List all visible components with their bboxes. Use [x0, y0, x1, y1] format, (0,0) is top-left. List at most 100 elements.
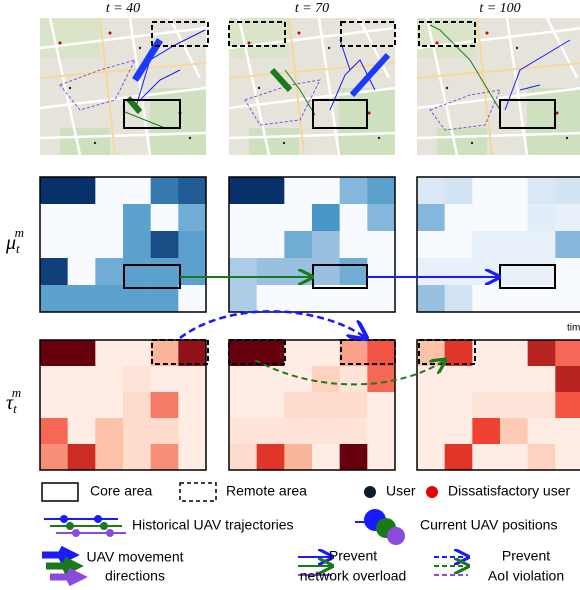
- heat-cell: [528, 366, 556, 392]
- heat-cell: [40, 258, 68, 285]
- row-label: μtm: [5, 225, 24, 256]
- panel-title: t = 70: [295, 1, 329, 16]
- heat-cell: [151, 366, 179, 392]
- heat-cell: [472, 258, 500, 285]
- heat-cell: [284, 418, 312, 444]
- heat-cell: [68, 444, 96, 470]
- heat-cell: [445, 444, 473, 470]
- heat-cell: [284, 392, 312, 418]
- heat-cell: [472, 392, 500, 418]
- heat-cell: [340, 444, 368, 470]
- heat-cell: [151, 444, 179, 470]
- heat-cell: [472, 177, 500, 204]
- heat-cell: [472, 204, 500, 231]
- heat-cell: [40, 177, 68, 204]
- legend-label: Current UAV positions: [420, 517, 557, 533]
- heat-cell: [284, 340, 312, 366]
- heat-cell: [340, 418, 368, 444]
- heat-cell: [367, 231, 395, 258]
- legend-label: UAV movement: [87, 549, 184, 565]
- heat-cell: [555, 231, 580, 258]
- heat-cell: [257, 444, 285, 470]
- heat-cell: [500, 392, 528, 418]
- heat-cell: [500, 231, 528, 258]
- heat-cell: [257, 258, 285, 285]
- heat-cell: [367, 366, 395, 392]
- heat-cell: [445, 258, 473, 285]
- heat-cell: [229, 285, 257, 312]
- heat-cell: [500, 418, 528, 444]
- figure: t = 40 t = 70 t = 100 μtm τtm: [0, 0, 580, 590]
- heat-cell: [123, 340, 151, 366]
- heat-cell: [40, 444, 68, 470]
- map: [417, 18, 580, 155]
- heat-cell: [178, 418, 206, 444]
- heat-cell: [312, 392, 340, 418]
- heat-cell: [445, 418, 473, 444]
- heat-cell: [123, 418, 151, 444]
- heat-cell: [229, 177, 257, 204]
- heat-cell: [367, 204, 395, 231]
- heat-cell: [340, 231, 368, 258]
- heat-cell: [123, 366, 151, 392]
- heat-cell: [312, 177, 340, 204]
- heat-cell: [95, 366, 123, 392]
- heat-cell: [229, 340, 257, 366]
- heat-cell: [68, 177, 96, 204]
- heat-cell: [123, 285, 151, 312]
- heat-cell: [417, 418, 445, 444]
- heat-cell: [257, 177, 285, 204]
- heat-cell: [472, 340, 500, 366]
- heat-cell: [95, 258, 123, 285]
- heat-cell: [555, 444, 580, 470]
- heat-cell: [500, 285, 528, 312]
- legend-label: directions: [105, 568, 165, 584]
- heat-cell: [528, 204, 556, 231]
- heat-cell: [528, 258, 556, 285]
- heat-cell: [95, 340, 123, 366]
- heat-cell: [500, 258, 528, 285]
- heat-cell: [555, 366, 580, 392]
- heat-cell: [555, 177, 580, 204]
- heat-cell: [340, 340, 368, 366]
- heat-cell: [528, 177, 556, 204]
- heat-cell: [68, 366, 96, 392]
- heat-cell: [178, 177, 206, 204]
- heat-cell: [340, 392, 368, 418]
- heat-cell: [445, 392, 473, 418]
- heat-cell: [123, 392, 151, 418]
- heat-cell: [257, 366, 285, 392]
- heat-cell: [312, 285, 340, 312]
- heat-cell: [500, 444, 528, 470]
- heat-cell: [123, 258, 151, 285]
- heat-cell: [528, 340, 556, 366]
- heat-cell: [40, 231, 68, 258]
- heat-cell: [472, 366, 500, 392]
- superscript: m: [12, 385, 21, 400]
- heat-cell: [40, 204, 68, 231]
- heat-cell: [417, 392, 445, 418]
- legend-label: Core area: [90, 483, 152, 499]
- heat-cell: [229, 204, 257, 231]
- heat-cell: [500, 204, 528, 231]
- heat-cell: [340, 204, 368, 231]
- heat-cell: [528, 392, 556, 418]
- heat-cell: [178, 258, 206, 285]
- map: [40, 18, 208, 155]
- axis-note: time: [567, 323, 580, 334]
- heat-cell: [312, 258, 340, 285]
- heat-cell: [178, 204, 206, 231]
- heat-cell: [68, 231, 96, 258]
- heat-cell: [500, 366, 528, 392]
- heat-cell: [95, 418, 123, 444]
- heat-cell: [445, 204, 473, 231]
- heat-cell: [178, 231, 206, 258]
- heat-cell: [151, 392, 179, 418]
- heat-cell: [417, 177, 445, 204]
- heat-cell: [367, 444, 395, 470]
- heat-cell: [312, 418, 340, 444]
- heat-cell: [40, 285, 68, 312]
- heat-cell: [445, 231, 473, 258]
- heat-cell: [95, 177, 123, 204]
- heat-cell: [95, 392, 123, 418]
